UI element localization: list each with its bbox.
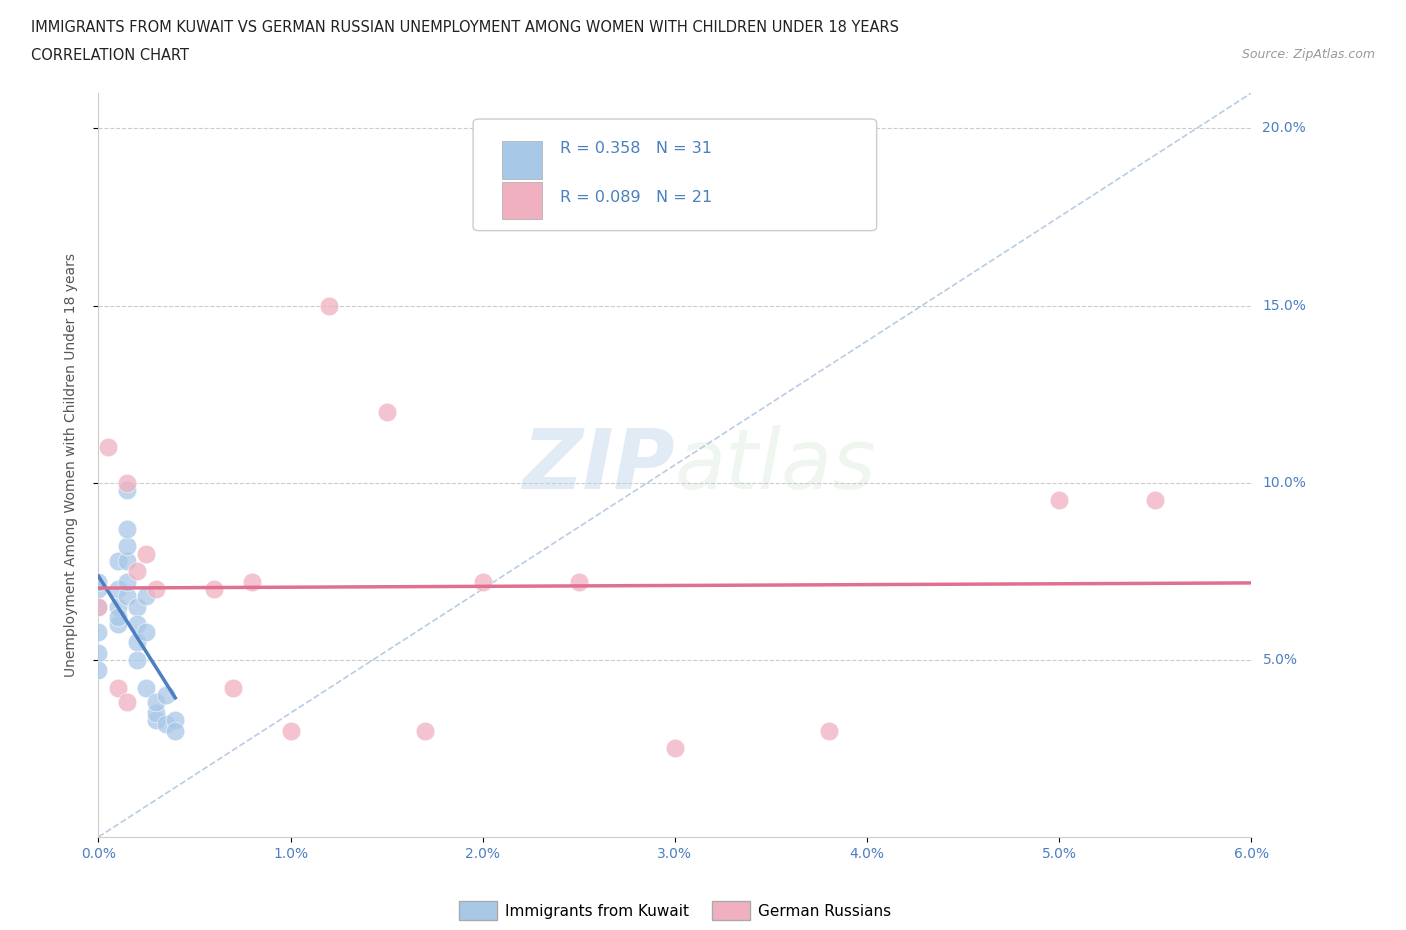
Point [107, 553, 129, 568]
Point [471, 575, 494, 590]
Point [107, 681, 129, 696]
FancyBboxPatch shape [472, 119, 877, 231]
Point [135, 546, 157, 561]
Point [145, 712, 167, 727]
Text: ZIP: ZIP [522, 424, 675, 506]
Text: Source: ZipAtlas.com: Source: ZipAtlas.com [1241, 48, 1375, 61]
Point [817, 724, 839, 738]
Point [125, 634, 148, 649]
Point [87, 581, 110, 596]
Point [117, 553, 139, 568]
Legend: Immigrants from Kuwait, German Russians: Immigrants from Kuwait, German Russians [453, 896, 897, 926]
Point [165, 724, 187, 738]
Point [107, 617, 129, 631]
Point [87, 599, 110, 614]
Point [413, 724, 436, 738]
Point [1144, 493, 1167, 508]
Point [135, 681, 157, 696]
Point [87, 645, 110, 660]
Point [117, 522, 139, 537]
Point [1047, 493, 1070, 508]
Point [87, 663, 110, 678]
Point [117, 575, 139, 590]
Point [202, 581, 225, 596]
Text: R = 0.358   N = 31: R = 0.358 N = 31 [560, 141, 711, 156]
Point [107, 581, 129, 596]
Point [107, 610, 129, 625]
Text: 10.0%: 10.0% [1263, 476, 1306, 490]
Point [375, 405, 398, 419]
Point [155, 688, 177, 703]
Point [155, 716, 177, 731]
Point [125, 599, 148, 614]
Point [165, 712, 187, 727]
Point [107, 599, 129, 614]
Bar [502, 182, 543, 219]
Point [117, 589, 139, 604]
Point [240, 575, 263, 590]
Text: IMMIGRANTS FROM KUWAIT VS GERMAN RUSSIAN UNEMPLOYMENT AMONG WOMEN WITH CHILDREN : IMMIGRANTS FROM KUWAIT VS GERMAN RUSSIAN… [31, 20, 898, 35]
Point [87, 624, 110, 639]
Point [568, 575, 591, 590]
Point [125, 564, 148, 578]
Point [117, 475, 139, 490]
Point [145, 706, 167, 721]
Text: atlas: atlas [675, 424, 876, 506]
Point [97, 440, 120, 455]
Point [135, 589, 157, 604]
Point [125, 617, 148, 631]
Text: R = 0.089   N = 21: R = 0.089 N = 21 [560, 190, 711, 205]
Point [117, 483, 139, 498]
Point [318, 299, 340, 313]
Y-axis label: Unemployment Among Women with Children Under 18 years: Unemployment Among Women with Children U… [63, 253, 77, 677]
Text: 5.0%: 5.0% [1263, 653, 1298, 667]
Point [222, 681, 245, 696]
Point [87, 599, 110, 614]
Point [125, 653, 148, 668]
Point [145, 695, 167, 710]
Text: 15.0%: 15.0% [1263, 299, 1306, 312]
Point [117, 539, 139, 554]
Point [280, 724, 302, 738]
Text: 20.0%: 20.0% [1263, 122, 1306, 136]
Point [145, 581, 167, 596]
Text: CORRELATION CHART: CORRELATION CHART [31, 48, 188, 63]
Bar [502, 141, 543, 179]
Point [664, 741, 686, 756]
Point [117, 695, 139, 710]
Point [87, 575, 110, 590]
Point [135, 624, 157, 639]
